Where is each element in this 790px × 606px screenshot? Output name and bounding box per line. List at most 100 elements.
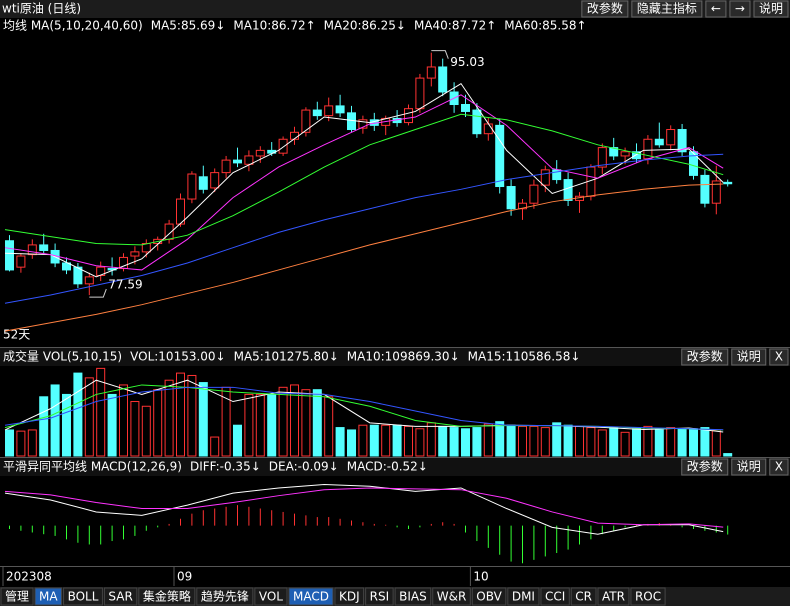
volume-bar [666,427,676,457]
button-label[interactable]: 说明 [737,349,761,364]
tab-label[interactable]: CCI [545,590,565,604]
tab[interactable] [365,587,394,606]
tab[interactable] [630,587,666,606]
button-label[interactable]: X [775,350,783,364]
tab[interactable] [394,587,432,606]
tab[interactable] [507,587,540,606]
candle-body [187,173,197,200]
button[interactable] [729,0,751,18]
volume-bar [187,374,197,457]
button-label[interactable]: X [775,460,783,474]
button-label[interactable]: ← [711,2,721,16]
volume-bar [176,372,185,457]
tab-label[interactable]: MA [39,590,58,604]
tab[interactable] [570,587,597,606]
volume-bar [198,382,208,457]
volume-bar [141,405,151,457]
tab-label[interactable]: ROC [635,590,661,604]
tab[interactable] [254,587,288,606]
volume-bar [438,425,448,457]
tab-label[interactable]: 集金策略 [143,589,191,604]
tab[interactable] [334,587,365,606]
tab-label[interactable]: CR [575,590,592,604]
legend-entry: MA15:110586.58↓ [468,350,581,364]
button-label[interactable]: 说明 [759,1,783,16]
tab-label[interactable]: BIAS [399,590,427,604]
volume-bar [233,424,242,457]
candle-body [210,172,220,189]
candle-body [221,159,231,174]
tab[interactable] [288,587,334,606]
button[interactable] [769,348,789,366]
candle-body [506,186,516,210]
tab-label[interactable]: 趋势先锋 [201,590,249,604]
button[interactable] [753,0,789,18]
tab[interactable] [540,587,570,606]
tab[interactable] [432,587,471,606]
button[interactable] [705,0,727,18]
button[interactable] [581,0,629,18]
candle-body [654,138,664,146]
button[interactable] [681,348,729,366]
tab[interactable] [138,587,196,606]
button-label[interactable]: 说明 [737,459,761,474]
tab-label[interactable]: 管理 [5,589,29,604]
tab[interactable] [471,587,507,606]
volume-bar [483,423,493,457]
volume-bar [84,377,94,457]
tab[interactable] [0,587,34,606]
tab[interactable] [63,587,103,606]
candle-body [62,262,71,271]
tab-label[interactable]: SAR [108,590,132,604]
button[interactable] [731,458,767,476]
button[interactable] [731,348,767,366]
candle-body [278,138,288,154]
tab-label[interactable]: BOLL [68,590,99,604]
candle-body [483,123,493,135]
button-label[interactable]: 改参数 [587,1,623,16]
tab-label[interactable]: ATR [602,590,625,604]
candle-body [609,147,619,157]
legend-entry: DIFF:-0.35↓ [190,460,261,474]
candle-body [312,109,322,117]
volume-bar [221,386,231,457]
volume-bar [689,428,698,457]
button[interactable] [681,458,729,476]
volume-bar [50,384,60,457]
volume-bar [130,401,140,457]
volume-bar [449,427,459,457]
annotation: 77.59 [108,278,142,292]
tab-label[interactable]: OBV [476,590,502,604]
volume-bar [107,393,117,457]
volume-bar [609,427,619,457]
button[interactable] [769,458,789,476]
volume-bar [472,427,482,457]
tab-label[interactable]: DMI [512,590,535,604]
candle-body [666,129,676,146]
volume-bar [711,429,721,457]
tab[interactable] [34,587,63,606]
button-label[interactable]: 改参数 [687,349,723,364]
tab[interactable] [597,587,630,606]
button-label[interactable]: → [735,2,745,16]
tab[interactable] [103,587,138,606]
tab[interactable] [196,587,254,606]
volume-bar [369,424,379,457]
button-label[interactable]: 隐藏主指标 [637,1,697,16]
candle-body [255,149,265,157]
candle-body [84,276,94,285]
tab-label[interactable]: W&R [437,590,467,604]
candle-body [723,181,733,185]
legend-entry: VOL:10153.00↓ [130,350,225,364]
button-label[interactable]: 改参数 [687,459,723,474]
tab-label[interactable]: MACD [293,590,329,604]
candle-body [495,124,505,188]
button[interactable] [631,0,703,18]
annotation-leader [431,50,449,59]
tab-label[interactable]: RSI [370,590,390,604]
volume-bar [73,372,83,457]
tab-label[interactable]: VOL [259,590,283,604]
tab-label[interactable]: KDJ [339,590,360,604]
legend-entry: 平滑异同平均线 MACD(12,26,9) [3,460,182,474]
candle-body [39,244,49,251]
